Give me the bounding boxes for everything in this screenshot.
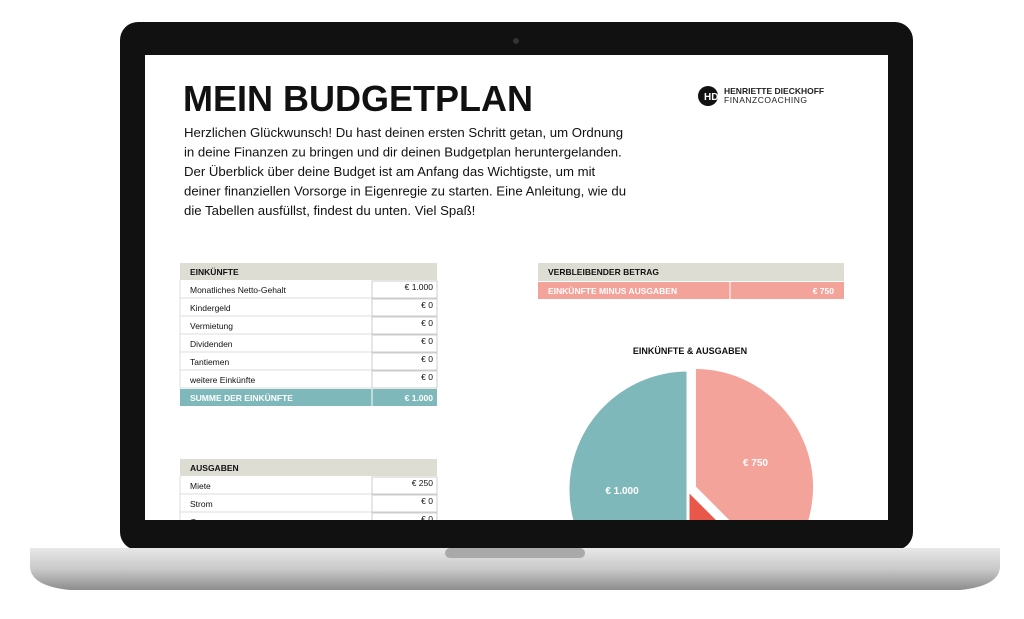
value-cell — [371, 476, 438, 495]
intro-line: in deine Finanzen zu bringen und dir dei… — [184, 145, 622, 160]
row-value: € 0 — [421, 300, 433, 310]
chart-title: EINKÜNFTE & AUSGABEN — [633, 346, 747, 356]
total-row — [180, 389, 437, 406]
row-value: € 1.000 — [405, 282, 434, 292]
table-title: EINKÜNFTE — [190, 267, 239, 277]
camera — [513, 38, 519, 44]
value-cell — [371, 298, 438, 317]
pie-slice — [686, 486, 721, 520]
value-cell — [371, 512, 438, 520]
row-label: Vermietung — [190, 321, 233, 331]
row-label: weitere Einkünfte — [189, 375, 255, 385]
table-header — [180, 263, 437, 280]
table-header — [538, 263, 844, 281]
table-title: AUSGABEN — [190, 463, 239, 473]
row-value: € 0 — [421, 514, 433, 524]
row-label: Strom — [190, 499, 213, 509]
row-value: € 0 — [421, 336, 433, 346]
screen-content: MEIN BUDGETPLAN HD HENRIETTE DIECKHOFF F… — [179, 78, 844, 527]
row-label: Monatliches Netto-Gehalt — [190, 285, 287, 295]
row-value: € 250 — [412, 478, 434, 488]
slice-label: € 1.000 — [605, 486, 639, 497]
value-cell — [371, 352, 438, 371]
total-label: SUMME DER EINKÜNFTE — [190, 393, 293, 403]
row-label: Kindergeld — [190, 303, 231, 313]
table-title: VERBLEIBENDER BETRAG — [548, 267, 659, 277]
row-label: Tantiemen — [190, 357, 229, 367]
intro-line: deiner finanziellen Vorsorge in Eigenreg… — [184, 184, 626, 199]
row-value: € 0 — [421, 496, 433, 506]
slice-label: € 750 — [743, 458, 768, 469]
total-value: € 1.000 — [405, 393, 434, 403]
laptop-base — [30, 548, 1000, 590]
logo-name: HENRIETTE DIECKHOFF — [724, 86, 824, 96]
row-label: Miete — [190, 481, 211, 491]
remaining-label: EINKÜNFTE MINUS AUSGABEN — [548, 286, 677, 296]
logo-subtitle: FINANZCOACHING — [724, 95, 808, 105]
value-cell — [371, 334, 438, 353]
value-cell — [371, 280, 438, 299]
remaining-row — [538, 282, 844, 299]
row-label: Dividenden — [190, 339, 233, 349]
notch — [445, 548, 585, 558]
intro-line: die Tabellen ausfüllst, findest du unten… — [184, 203, 475, 218]
row-label: Gas — [190, 517, 206, 527]
title: MEIN BUDGETPLAN — [183, 78, 533, 119]
logo-mark: HD — [704, 92, 718, 103]
value-cell — [371, 316, 438, 335]
row-value: € 0 — [421, 318, 433, 328]
row-value: € 0 — [421, 354, 433, 364]
pie-slice — [692, 365, 816, 520]
intro-line: Der Überblick über deine Budget ist am A… — [184, 164, 596, 179]
value-cell — [371, 494, 438, 513]
intro-line: Herzlichen Glückwunsch! Du hast deinen e… — [184, 125, 623, 140]
logo-icon — [698, 86, 718, 106]
value-cell — [371, 370, 438, 389]
pie-slice — [566, 368, 690, 520]
table-header — [180, 459, 437, 476]
row-value: € 0 — [421, 372, 433, 382]
remaining-value: € 750 — [813, 286, 835, 296]
